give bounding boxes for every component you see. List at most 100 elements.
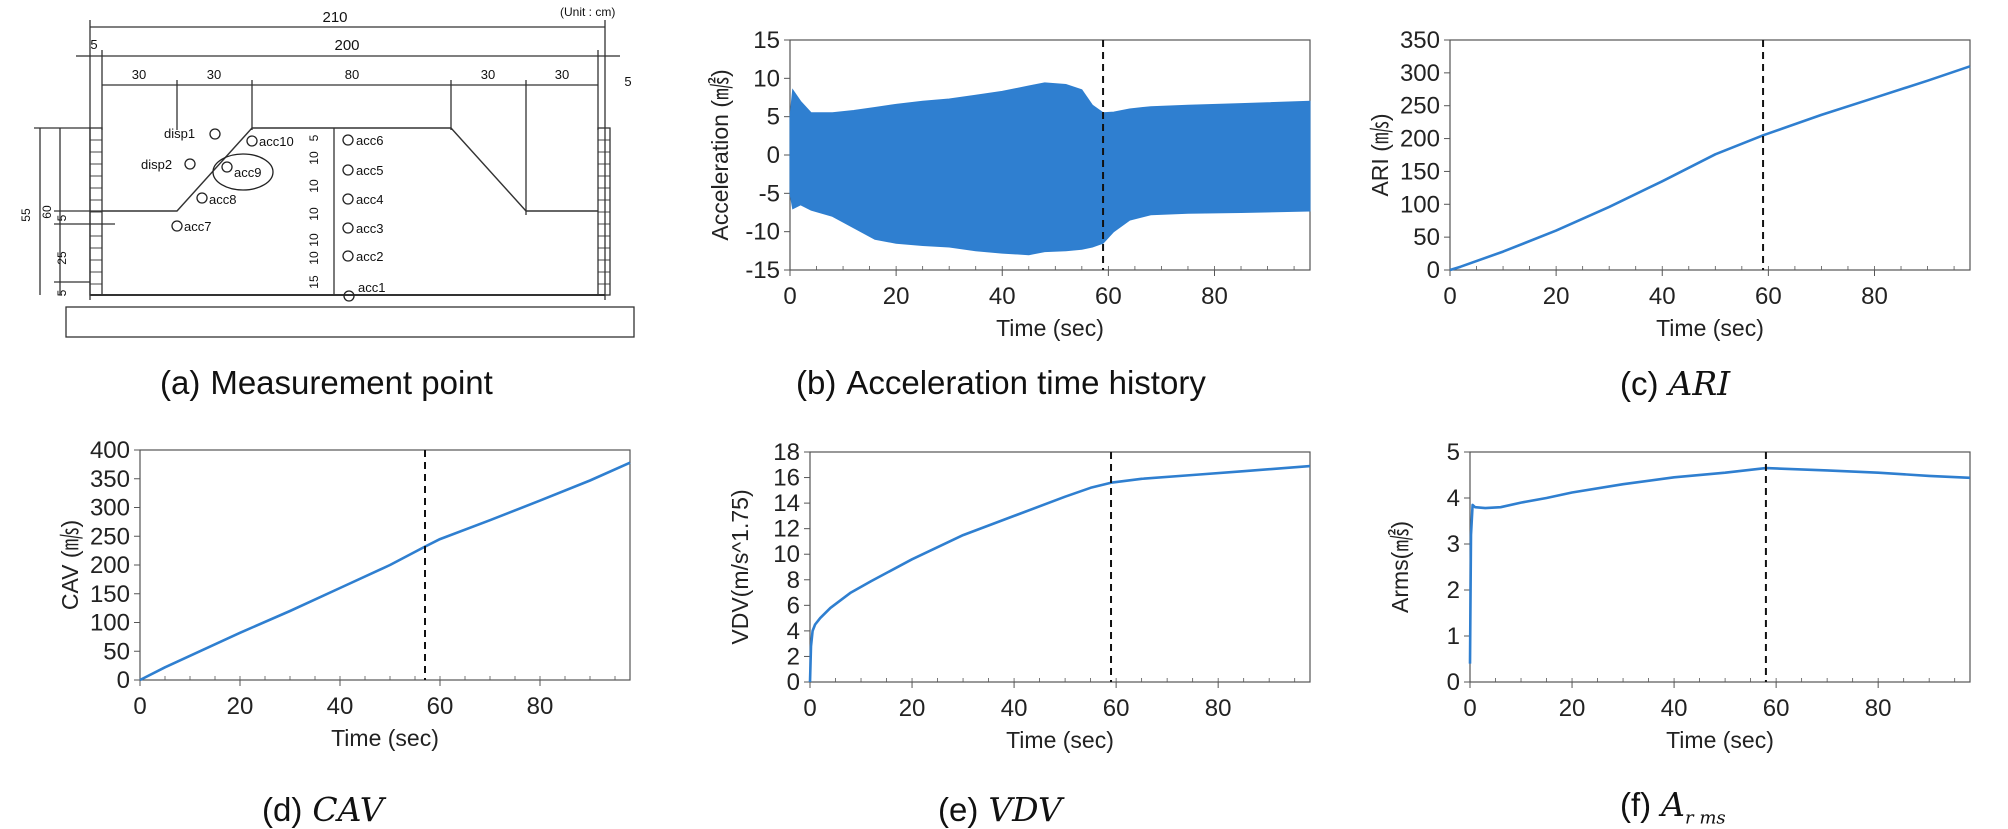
chart-arms: 0 1 2 3 4 5 0 20 40 60 80 Time (sec) Arms(㎨) <box>1387 439 1971 753</box>
sensor-acc7-label: acc7 <box>184 219 211 234</box>
x-tick-label: 40 <box>327 693 354 720</box>
dim-height-25: 25 <box>55 251 69 265</box>
dim-height-5: 5 <box>55 214 69 221</box>
caption-a-label: (a) <box>160 364 201 401</box>
sensor-disp2-marker <box>184 158 196 170</box>
y-tick-label: 350 <box>1400 27 1440 54</box>
y-tick-label: 14 <box>773 490 800 517</box>
sensor-acc2-label: acc2 <box>356 249 383 264</box>
dim-210: 210 <box>322 9 347 26</box>
sensor-acc10-label: acc10 <box>259 134 294 149</box>
x-tick-label: 0 <box>803 695 816 722</box>
sensor-disp2-label: disp2 <box>141 157 172 172</box>
column-spacing: 10 <box>307 151 321 165</box>
sensor-acc4-marker <box>342 193 354 205</box>
plot-frame <box>809 451 1311 683</box>
x-tick-label: 60 <box>1103 695 1130 722</box>
dim-seg5: 30 <box>555 67 569 82</box>
caption-a: (a) Measurement point <box>160 364 493 402</box>
y-tick-label: 0 <box>117 667 130 694</box>
caption-c-math: ARI <box>1668 364 1731 403</box>
series-line <box>1468 466 1971 664</box>
x-tick-label: 0 <box>1443 283 1456 310</box>
y-tick-label: 100 <box>1400 191 1440 218</box>
measurement-diagram-panel: (Unit : cm) 210 200 5 5 30 30 80 30 30 5… <box>0 0 640 350</box>
x-tick-label: 40 <box>1649 283 1676 310</box>
column-spacing: 5 <box>307 134 321 141</box>
x-tick-label: 80 <box>1201 283 1228 310</box>
y-tick-label: 0 <box>787 669 800 696</box>
y-tick-label: 4 <box>787 618 800 645</box>
y-axis-label: VDV(m/s^1.75) <box>727 489 753 644</box>
sensor-acc3-marker <box>342 222 354 234</box>
dim-seg4: 30 <box>481 67 495 82</box>
sensor-disp1-label: disp1 <box>164 126 195 141</box>
y-tick-label: 10 <box>753 65 780 92</box>
dim-200: 200 <box>334 37 359 54</box>
dim-height-60: 60 <box>40 205 54 219</box>
y-tick-label: 5 <box>1447 439 1460 466</box>
x-tick-label: 80 <box>1205 695 1232 722</box>
chart-panel-acceleration: -15 -10 -5 0 5 10 15 0 20 40 60 80 Time (sec) Acceler… <box>690 20 1330 350</box>
y-tick-label: 5 <box>767 104 780 131</box>
embankment-profile <box>102 127 598 212</box>
y-tick-label: 6 <box>787 592 800 619</box>
chart-panel-vdv: 0 2 4 6 8 10 12 14 16 18 0 20 40 60 80 Time (sec) VDV(m/… <box>690 430 1330 760</box>
series-line <box>808 464 1311 683</box>
caption-c: (c) ARI <box>1620 364 1730 403</box>
sensor-acc10-marker <box>246 135 258 147</box>
chart-acceleration-time-history: -15 -10 -5 0 5 10 15 0 20 40 60 80 Time (sec) Acceler… <box>707 27 1311 341</box>
sensor-acc5-marker <box>342 164 354 176</box>
y-tick-label: 18 <box>773 439 800 466</box>
dim-seg1: 30 <box>132 67 146 82</box>
y-tick-label: 150 <box>1400 158 1440 185</box>
x-tick-label: 60 <box>1763 695 1790 722</box>
y-tick-label: 12 <box>773 516 800 543</box>
caption-f: (f) Ar ms <box>1620 785 1726 829</box>
right-wall <box>597 127 611 296</box>
caption-e: (e) VDV <box>938 790 1062 829</box>
plot-frame <box>1469 451 1971 683</box>
caption-d: (d) CAV <box>262 790 384 829</box>
column-spacing: 15 <box>307 275 321 289</box>
y-tick-label: 150 <box>90 581 130 608</box>
series-line <box>139 461 631 682</box>
y-tick-label: 250 <box>90 523 130 550</box>
y-tick-label: 15 <box>753 27 780 54</box>
y-tick-label: 10 <box>773 541 800 568</box>
y-tick-label: -5 <box>759 180 780 207</box>
caption-b: (b) Acceleration time history <box>796 364 1206 402</box>
x-tick-label: 80 <box>1865 695 1892 722</box>
caption-d-math: CAV <box>312 790 384 829</box>
y-tick-label: 400 <box>90 437 130 464</box>
sensor-acc9-highlight <box>212 153 274 191</box>
caption-a-text: Measurement point <box>210 364 493 401</box>
y-tick-label: 4 <box>1447 485 1460 512</box>
sensor-acc1-marker <box>343 290 355 302</box>
x-axis-label: Time (sec) <box>996 315 1104 341</box>
y-tick-label: 350 <box>90 466 130 493</box>
caption-f-sub: r ms <box>1685 807 1726 829</box>
y-tick-label: 50 <box>103 638 130 665</box>
caption-c-label: (c) <box>1620 365 1659 402</box>
sensor-acc9-marker <box>221 161 233 173</box>
sensor-acc2-marker <box>342 250 354 262</box>
sensor-disp1-marker <box>209 128 221 140</box>
y-tick-label: 100 <box>90 610 130 637</box>
y-tick-label: 300 <box>90 495 130 522</box>
caption-f-math: A <box>1661 785 1685 824</box>
x-axis-label: Time (sec) <box>1666 727 1774 753</box>
chart-panel-arms: 0 1 2 3 4 5 0 20 40 60 80 Time (sec) Arms(㎨) <box>1350 430 1990 760</box>
caption-b-text: Acceleration time history <box>846 364 1206 401</box>
caption-e-math: VDV <box>988 790 1062 829</box>
sensor-acc6-marker <box>342 134 354 146</box>
sensor-acc5-label: acc5 <box>356 163 383 178</box>
y-tick-label: 250 <box>1400 93 1440 120</box>
x-axis-label: Time (sec) <box>1656 315 1764 341</box>
y-tick-label: 0 <box>1447 669 1460 696</box>
caption-d-label: (d) <box>262 791 303 828</box>
y-tick-label: 0 <box>767 142 780 169</box>
y-tick-label: -15 <box>745 257 780 284</box>
